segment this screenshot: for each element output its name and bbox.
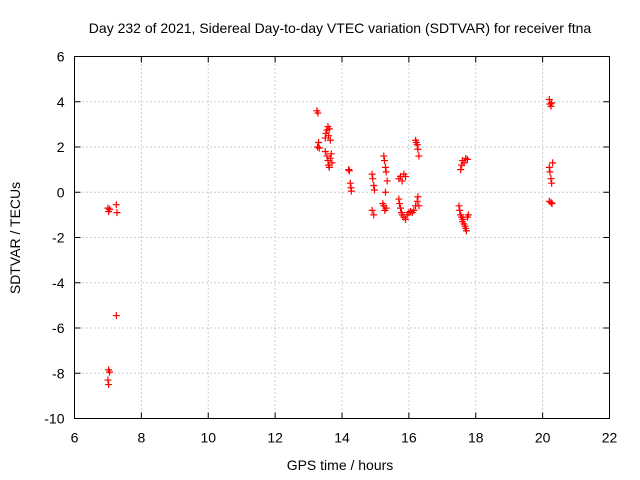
x-tick-label: 16 — [401, 430, 417, 446]
y-tick-label: 0 — [57, 184, 65, 200]
x-tick-label: 18 — [468, 430, 484, 446]
x-tick-label: 22 — [602, 430, 618, 446]
y-tick-label: -8 — [52, 365, 65, 381]
y-tick-label: -2 — [52, 230, 65, 246]
data-point — [345, 166, 353, 174]
data-point — [548, 99, 556, 107]
data-point — [368, 170, 376, 178]
data-point — [113, 209, 121, 217]
data-point — [457, 166, 465, 174]
data-point — [455, 202, 463, 210]
data-point — [395, 195, 403, 203]
x-tick-label: 10 — [200, 430, 216, 446]
data-point — [370, 211, 378, 219]
data-point — [402, 215, 410, 223]
data-point — [346, 179, 354, 187]
data-point — [105, 381, 113, 389]
data-point — [315, 144, 323, 152]
data-point — [315, 138, 323, 146]
data-point — [549, 159, 557, 167]
x-tick-label: 20 — [535, 430, 551, 446]
data-point — [345, 167, 353, 175]
data-point — [414, 145, 422, 153]
data-point — [407, 207, 415, 215]
data-point — [459, 215, 467, 223]
data-point — [347, 187, 355, 195]
data-point — [547, 102, 555, 110]
y-tick-label: 4 — [57, 94, 65, 110]
data-point — [325, 132, 333, 140]
data-point — [112, 201, 120, 209]
y-axis-label: SDTVAR / TECUs — [7, 182, 23, 294]
data-point — [325, 125, 333, 133]
data-point — [381, 163, 389, 171]
data-point — [380, 157, 388, 165]
data-point — [382, 204, 390, 212]
data-point — [104, 204, 112, 212]
data-point — [414, 193, 422, 201]
data-point — [382, 168, 390, 176]
data-point — [456, 206, 464, 214]
data-points — [104, 95, 557, 389]
data-point — [547, 175, 555, 183]
data-point — [368, 206, 376, 214]
axis-ticks — [74, 56, 610, 419]
data-point — [410, 206, 418, 214]
data-point — [104, 376, 112, 384]
data-point — [328, 159, 336, 167]
data-point — [545, 163, 553, 171]
data-point — [462, 154, 470, 162]
data-point — [413, 197, 421, 205]
data-point — [327, 150, 335, 158]
y-tick-label: -4 — [52, 275, 65, 291]
data-point — [464, 211, 472, 219]
data-point — [325, 163, 333, 171]
data-point — [326, 154, 334, 162]
y-tick-label: -10 — [44, 411, 64, 427]
y-tick-label: 6 — [57, 49, 65, 65]
x-tick-label: 8 — [137, 430, 145, 446]
data-point — [380, 152, 388, 160]
data-point — [462, 227, 470, 235]
data-point — [548, 179, 556, 187]
data-point — [381, 188, 389, 196]
data-point — [548, 200, 556, 208]
y-tick-label: -6 — [52, 320, 65, 336]
data-point — [321, 148, 329, 156]
x-tick-label: 12 — [267, 430, 283, 446]
chart-title: Day 232 of 2021, Sidereal Day-to-day VTE… — [89, 20, 592, 36]
x-axis-tick-labels: 6 8 10 12 14 16 18 20 22 — [71, 430, 618, 446]
data-point — [413, 141, 421, 149]
data-point — [112, 312, 120, 320]
grid — [74, 56, 610, 419]
data-point — [397, 204, 405, 212]
data-point — [370, 181, 378, 189]
data-point — [546, 168, 554, 176]
data-point — [106, 368, 114, 376]
data-point — [547, 198, 555, 206]
x-tick-label: 14 — [334, 430, 350, 446]
data-point — [326, 136, 334, 144]
x-axis-label: GPS time / hours — [287, 457, 394, 473]
data-point — [370, 186, 378, 194]
data-point — [460, 159, 468, 167]
data-point — [398, 177, 406, 185]
y-tick-label: 2 — [57, 139, 65, 155]
data-point — [106, 205, 114, 213]
data-point — [402, 172, 410, 180]
y-axis-tick-labels: 6 4 2 0 -2 -4 -6 -8 -10 — [44, 49, 64, 427]
x-tick-label: 6 — [71, 430, 79, 446]
data-point — [383, 177, 391, 185]
data-point — [369, 175, 377, 183]
data-point — [314, 143, 322, 151]
data-point — [314, 109, 322, 117]
data-point — [415, 152, 423, 160]
data-point — [463, 155, 471, 163]
data-point — [415, 202, 423, 210]
data-point — [396, 200, 404, 208]
